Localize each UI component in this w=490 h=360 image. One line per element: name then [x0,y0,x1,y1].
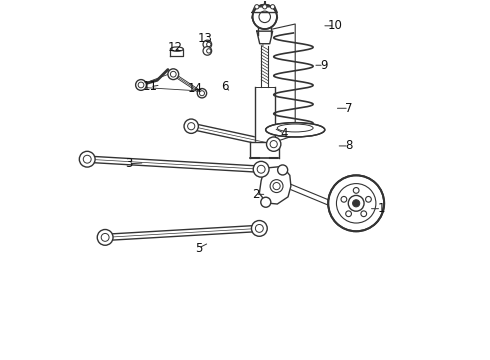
Circle shape [97,229,113,245]
Circle shape [366,197,371,202]
Circle shape [328,175,384,231]
Circle shape [203,46,212,55]
Circle shape [255,5,259,9]
Text: 4: 4 [281,127,288,140]
Polygon shape [250,142,279,158]
Text: 2: 2 [252,188,260,201]
Circle shape [253,161,269,177]
Circle shape [270,5,275,9]
Text: 14: 14 [187,82,202,95]
Text: 8: 8 [345,139,353,152]
Polygon shape [252,7,277,13]
Polygon shape [261,45,269,87]
Text: 3: 3 [125,157,132,170]
Circle shape [353,200,360,207]
Polygon shape [258,13,271,35]
Polygon shape [257,31,272,44]
Circle shape [168,69,179,80]
Text: 12: 12 [168,41,183,54]
Text: 6: 6 [221,80,229,93]
Circle shape [263,5,267,9]
Circle shape [346,211,351,217]
Circle shape [361,211,367,217]
Text: 11: 11 [143,80,157,93]
Circle shape [136,80,147,90]
Text: 7: 7 [345,102,353,115]
Circle shape [261,197,271,207]
Circle shape [203,40,212,49]
Circle shape [278,165,288,175]
Circle shape [79,151,95,167]
Text: 10: 10 [327,19,342,32]
Text: 1: 1 [377,202,385,215]
Text: 13: 13 [198,32,213,45]
Circle shape [251,221,267,236]
Polygon shape [171,49,183,56]
Circle shape [252,5,277,29]
Ellipse shape [171,47,183,51]
Circle shape [353,188,359,193]
Circle shape [341,197,347,202]
Text: 5: 5 [195,242,202,255]
Circle shape [267,137,281,151]
Text: 9: 9 [320,59,328,72]
Circle shape [184,119,198,134]
Ellipse shape [252,14,277,22]
Polygon shape [255,87,275,140]
Ellipse shape [266,123,325,137]
Circle shape [197,89,207,98]
Polygon shape [259,166,291,204]
